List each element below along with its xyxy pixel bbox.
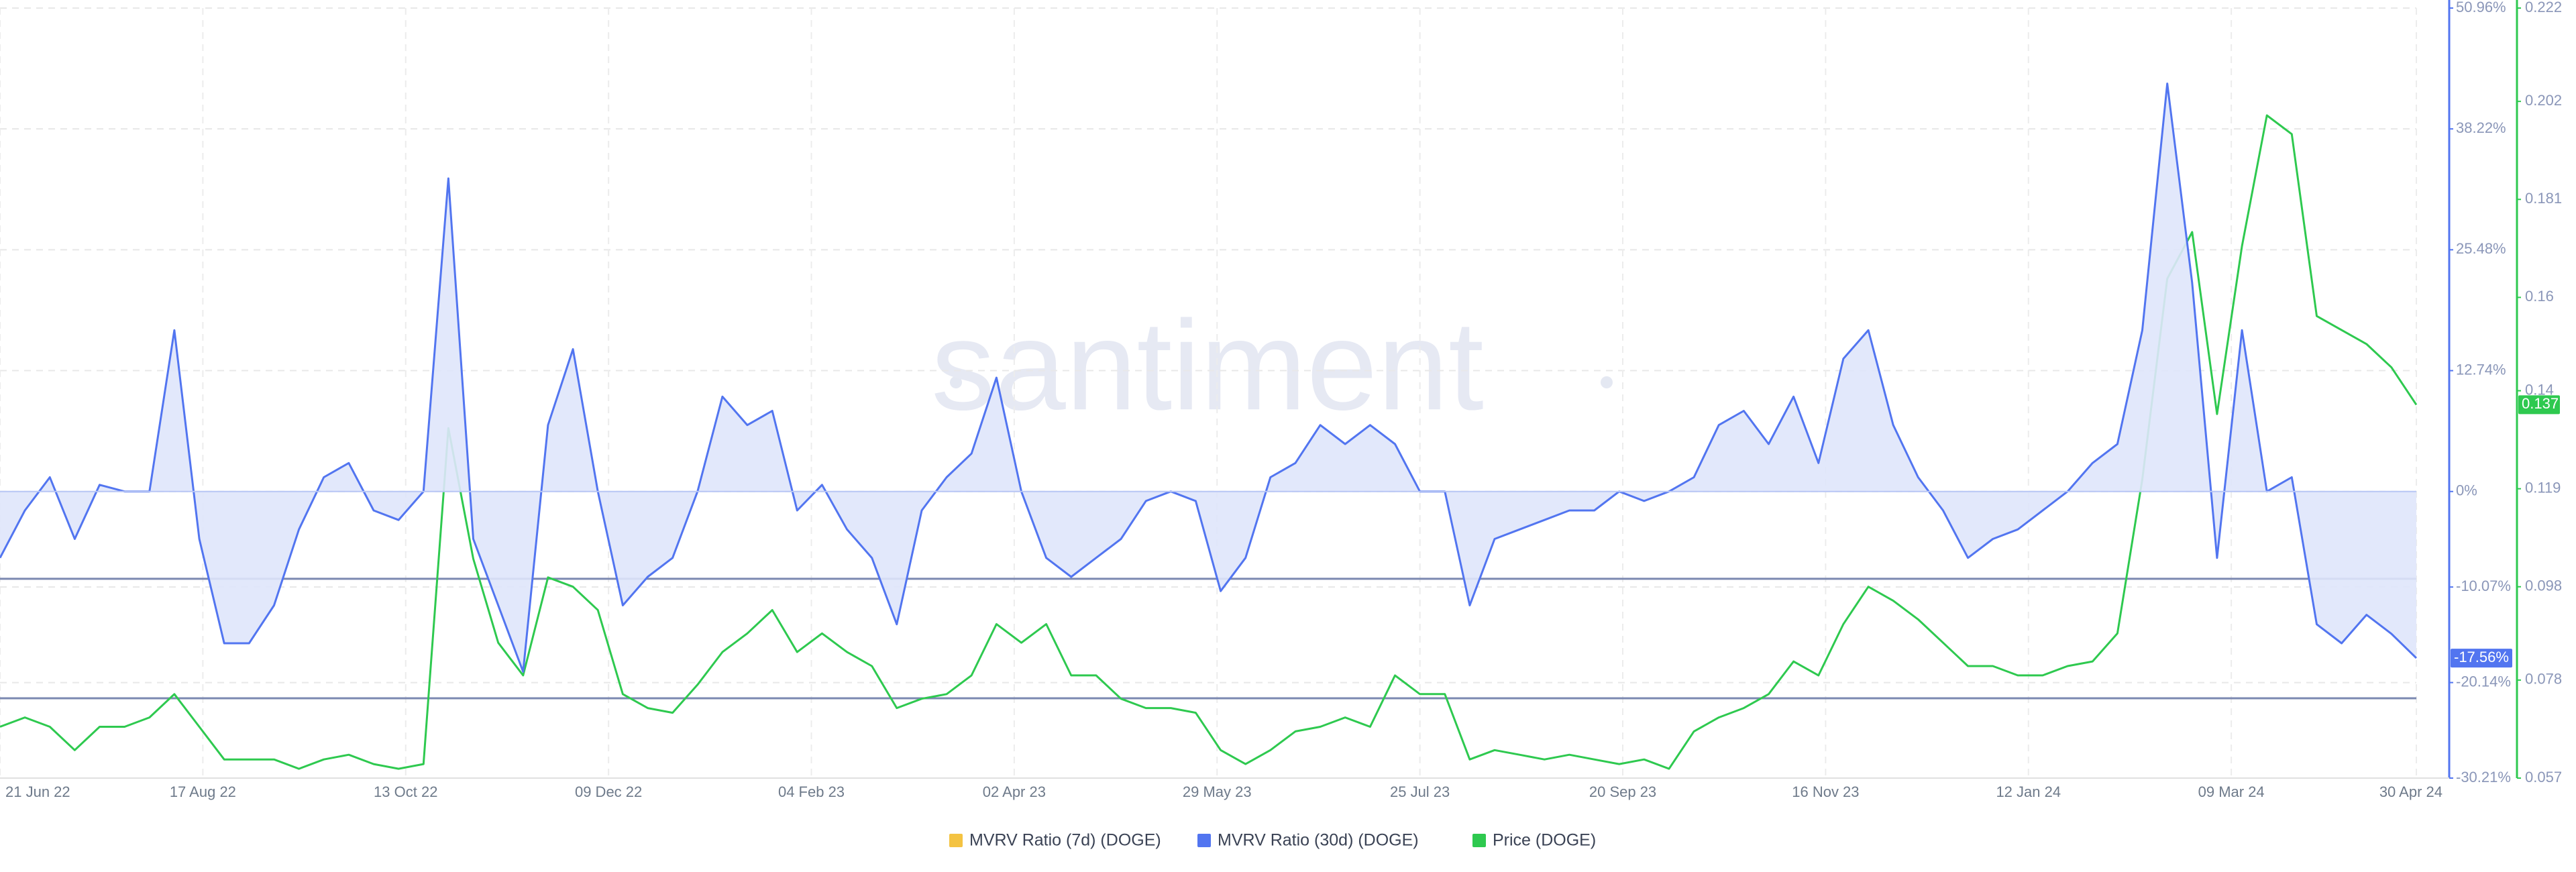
series-line bbox=[0, 83, 2418, 673]
x-tick-label: 09 Dec 22 bbox=[575, 783, 642, 800]
x-tick-label: 09 Mar 24 bbox=[2198, 783, 2265, 800]
y-tick-label: -20.14% bbox=[2456, 673, 2511, 690]
x-tick-label: 16 Nov 23 bbox=[1792, 783, 1859, 800]
legend-label: Price (DOGE) bbox=[1493, 831, 1596, 850]
area bbox=[0, 83, 2416, 672]
y2-tick-label: 0.181 bbox=[2525, 190, 2562, 207]
series-line bbox=[0, 114, 2418, 770]
watermark-dot bbox=[950, 376, 962, 388]
watermark: santiment bbox=[931, 294, 1484, 437]
last-value-label: 0.137 bbox=[2522, 395, 2559, 412]
y2-tick-label: 0.119 bbox=[2525, 479, 2561, 496]
y-tick-label: -10.07% bbox=[2456, 578, 2511, 594]
y2-tick-label: 0.222 bbox=[2525, 0, 2562, 15]
y2-tick-label: 0.078 bbox=[2525, 671, 2562, 688]
y2-tick-label: 0.057 bbox=[2525, 769, 2562, 785]
y2-tick-label: 0.202 bbox=[2525, 92, 2562, 109]
y2-tick-label: 0.16 bbox=[2525, 288, 2554, 305]
y-tick-label: 25.48% bbox=[2456, 240, 2506, 257]
x-tick-label: 21 Jun 22 bbox=[5, 783, 70, 800]
x-tick-label: 30 Apr 24 bbox=[2379, 783, 2443, 800]
last-value-badge bbox=[2451, 649, 2512, 668]
y2-tick-label: 0.14 bbox=[2525, 381, 2554, 398]
y2-tick-label: 0.098 bbox=[2525, 578, 2562, 594]
x-tick-label: 20 Sep 23 bbox=[1589, 783, 1656, 800]
legend-swatch bbox=[1472, 834, 1486, 847]
x-tick-label: 04 Feb 23 bbox=[778, 783, 845, 800]
legend-label: MVRV Ratio (30d) (DOGE) bbox=[1218, 831, 1419, 850]
y-tick-label: 38.22% bbox=[2456, 119, 2506, 136]
legend-label: MVRV Ratio (7d) (DOGE) bbox=[969, 831, 1161, 850]
x-tick-label: 25 Jul 23 bbox=[1390, 783, 1450, 800]
legend-swatch bbox=[949, 834, 963, 847]
legend: MVRV Ratio (7d) (DOGE) MVRV Ratio (30d) (… bbox=[949, 831, 1596, 850]
y-tick-label: 0% bbox=[2456, 482, 2477, 499]
last-value-label: -17.56% bbox=[2454, 649, 2509, 665]
y-tick-label: 12.74% bbox=[2456, 361, 2506, 378]
watermark-dot bbox=[1601, 376, 1613, 388]
y-tick-label: -30.21% bbox=[2456, 769, 2511, 785]
x-tick-label: 13 Oct 22 bbox=[374, 783, 437, 800]
watermark-group: santiment bbox=[931, 294, 1613, 437]
x-tick-label: 17 Aug 22 bbox=[170, 783, 236, 800]
last-value-badge bbox=[2518, 395, 2560, 415]
x-tick-label: 29 May 23 bbox=[1183, 783, 1252, 800]
x-tick-label: 02 Apr 23 bbox=[983, 783, 1046, 800]
legend-swatch bbox=[1197, 834, 1211, 847]
x-tick-label: 12 Jan 24 bbox=[1996, 783, 2061, 800]
y-tick-label: 50.96% bbox=[2456, 0, 2506, 15]
